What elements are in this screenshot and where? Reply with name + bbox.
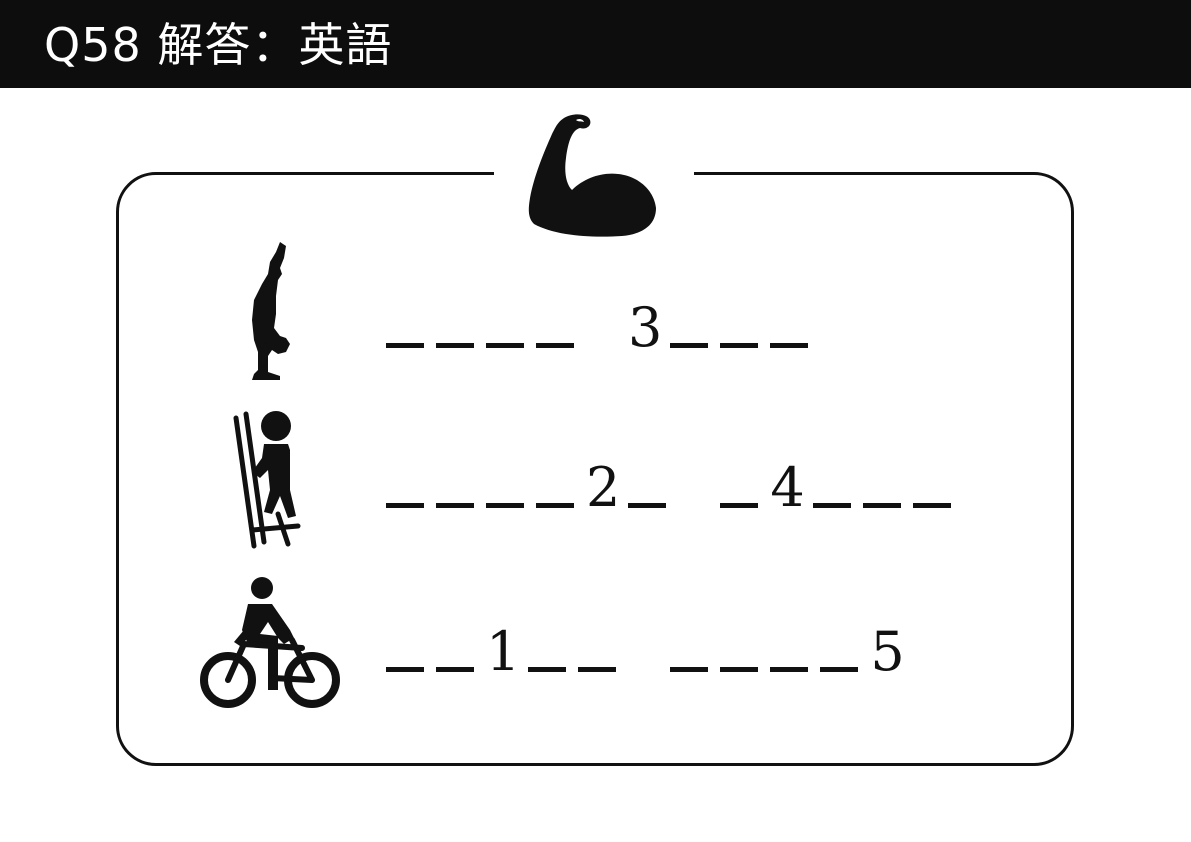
header-bar: Q58 解答：英語 — [0, 0, 1191, 88]
letter-blank — [670, 343, 709, 348]
letter-blank — [386, 667, 424, 672]
letter-blank — [436, 343, 474, 348]
letter-blank — [536, 503, 574, 508]
letter-blank — [812, 503, 851, 508]
letter-blank — [720, 667, 759, 672]
letter-blank — [628, 503, 667, 508]
letter-blank — [486, 343, 524, 348]
answer-word: 5 — [670, 624, 912, 680]
letter-blank — [912, 503, 951, 508]
cyclist-icon — [200, 577, 340, 708]
answer-word — [386, 343, 586, 356]
letter-blank — [720, 503, 759, 508]
answer-word: 1 — [386, 624, 628, 680]
letter-blank — [670, 667, 709, 672]
letter-clue-number: 4 — [770, 456, 805, 519]
letter-blank — [436, 667, 474, 672]
letter-clue-number: 5 — [870, 620, 905, 683]
letter-blank — [770, 343, 809, 348]
page-title: Q58 解答：英語 — [44, 18, 393, 72]
stilt-walker-icon — [233, 411, 301, 549]
letter-clue-number: 2 — [586, 456, 621, 519]
letter-blank — [578, 667, 617, 672]
handstand-icon — [252, 242, 290, 380]
flexed-bicep-icon — [528, 114, 656, 237]
answer-word: 4 — [720, 460, 962, 516]
letter-clue-number: 3 — [628, 296, 663, 359]
answer-word: 2 — [386, 460, 678, 516]
letter-blank — [386, 343, 424, 348]
letter-blank — [536, 343, 574, 348]
letter-clue-number: 1 — [486, 620, 521, 683]
letter-blank — [386, 503, 424, 508]
letter-blank — [436, 503, 474, 508]
letter-blank — [770, 667, 809, 672]
letter-blank — [720, 343, 759, 348]
letter-blank — [528, 667, 567, 672]
letter-blank — [862, 503, 901, 508]
answer-row-1: 3 — [386, 296, 820, 356]
letter-blank — [820, 667, 859, 672]
letter-blank — [486, 503, 524, 508]
answer-word: 3 — [628, 300, 820, 356]
